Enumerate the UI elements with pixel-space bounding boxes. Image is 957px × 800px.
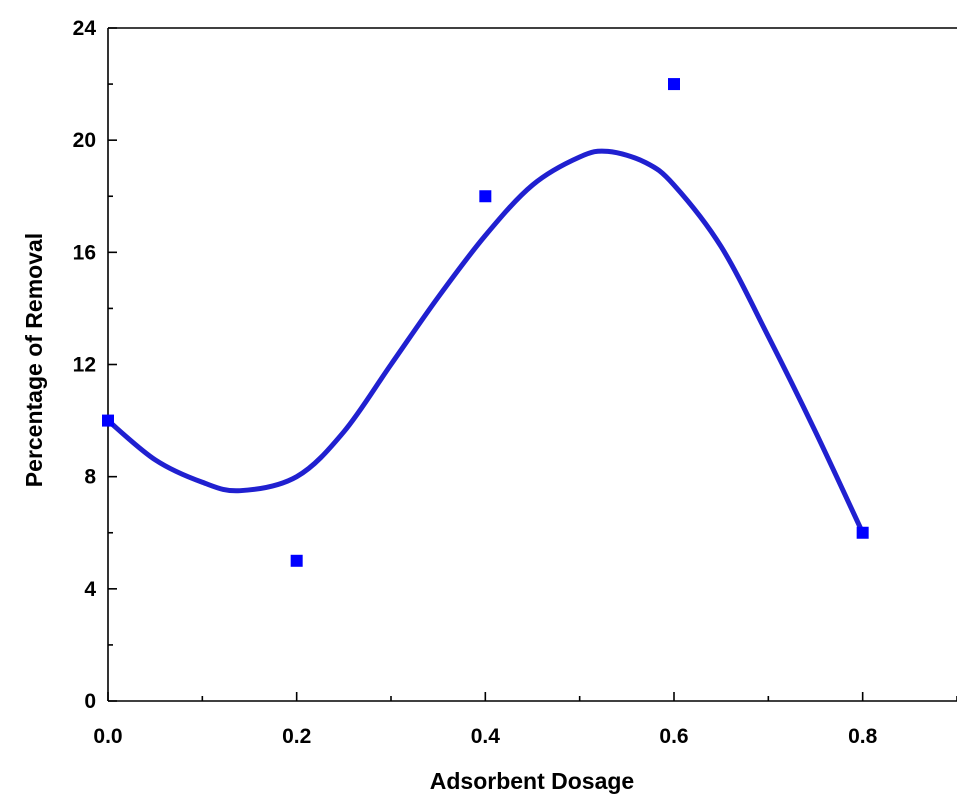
fit-curve-layer — [105, 148, 866, 536]
data-point — [102, 414, 114, 427]
y-tick-label: 8 — [84, 466, 96, 489]
axes — [107, 27, 957, 702]
x-tick-label: 0.0 — [93, 725, 122, 748]
data-point — [290, 554, 303, 567]
y-tick-label: 4 — [84, 578, 96, 601]
x-ticks: 0.0 0.2 0.4 0.6 0.8 — [93, 692, 957, 748]
data-point — [856, 526, 869, 539]
y-tick-label: 24 — [73, 17, 97, 40]
x-tick-label: 0.2 — [282, 725, 311, 748]
y-axis-title: Percentage of Removal — [21, 233, 47, 487]
fit-curve — [105, 148, 866, 536]
y-tick-label: 12 — [73, 354, 96, 377]
data-point — [668, 78, 680, 91]
y-ticks: 0 4 8 12 16 20 24 — [73, 17, 117, 713]
data-point — [479, 190, 492, 203]
x-tick-label: 0.8 — [848, 725, 878, 748]
y-tick-label: 0 — [84, 690, 96, 713]
data-points-layer — [102, 78, 869, 567]
x-tick-label: 0.6 — [659, 725, 688, 748]
x-axis-title: Adsorbent Dosage — [430, 768, 634, 794]
x-tick-label: 0.4 — [471, 725, 501, 748]
y-tick-label: 20 — [73, 129, 96, 152]
y-tick-label: 16 — [73, 241, 96, 264]
